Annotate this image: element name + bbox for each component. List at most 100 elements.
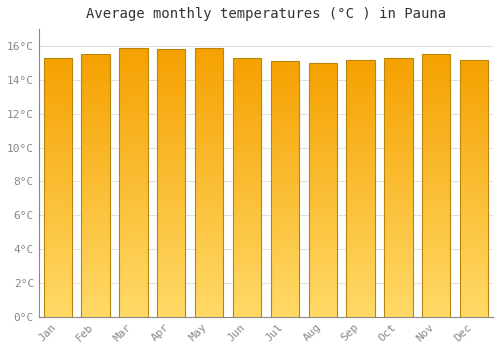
Bar: [270, 256, 299, 258]
Bar: [233, 177, 261, 180]
Bar: [157, 55, 186, 57]
Bar: [384, 112, 412, 115]
Bar: [44, 193, 72, 195]
Bar: [233, 226, 261, 229]
Bar: [233, 265, 261, 268]
Bar: [82, 112, 110, 115]
Bar: [157, 57, 186, 60]
Bar: [157, 108, 186, 111]
Bar: [195, 66, 224, 69]
Bar: [82, 230, 110, 233]
Bar: [44, 255, 72, 257]
Bar: [346, 271, 375, 273]
Bar: [44, 224, 72, 226]
Bar: [195, 102, 224, 104]
Bar: [460, 173, 488, 175]
Bar: [44, 138, 72, 141]
Bar: [308, 289, 337, 292]
Title: Average monthly temperatures (°C ) in Pauna: Average monthly temperatures (°C ) in Pa…: [86, 7, 446, 21]
Bar: [460, 250, 488, 252]
Bar: [460, 268, 488, 271]
Bar: [460, 211, 488, 214]
Bar: [384, 294, 412, 296]
Bar: [195, 91, 224, 93]
Bar: [270, 314, 299, 317]
Bar: [44, 61, 72, 63]
Bar: [308, 243, 337, 246]
Bar: [422, 68, 450, 70]
Bar: [119, 66, 148, 69]
Bar: [233, 283, 261, 286]
Bar: [346, 193, 375, 196]
Bar: [44, 76, 72, 78]
Bar: [233, 200, 261, 203]
Bar: [384, 187, 412, 190]
Bar: [270, 120, 299, 122]
Bar: [460, 186, 488, 188]
Bar: [422, 154, 450, 157]
Bar: [195, 233, 224, 236]
Bar: [270, 253, 299, 255]
Bar: [119, 185, 148, 188]
Bar: [44, 213, 72, 216]
Bar: [422, 99, 450, 102]
Bar: [233, 81, 261, 84]
Bar: [119, 309, 148, 312]
Bar: [422, 110, 450, 112]
Bar: [82, 238, 110, 241]
Bar: [384, 273, 412, 275]
Bar: [384, 265, 412, 268]
Bar: [460, 281, 488, 284]
Bar: [119, 206, 148, 209]
Bar: [460, 299, 488, 301]
Bar: [384, 133, 412, 135]
Bar: [346, 288, 375, 291]
Bar: [308, 299, 337, 302]
Bar: [82, 314, 110, 317]
Bar: [119, 172, 148, 174]
Bar: [195, 182, 224, 185]
Bar: [195, 201, 224, 204]
Bar: [82, 170, 110, 173]
Bar: [233, 128, 261, 130]
Bar: [44, 63, 72, 65]
Bar: [422, 55, 450, 317]
Bar: [308, 304, 337, 307]
Bar: [82, 262, 110, 264]
Bar: [422, 233, 450, 236]
Bar: [346, 145, 375, 147]
Bar: [346, 227, 375, 229]
Bar: [270, 94, 299, 97]
Bar: [195, 169, 224, 172]
Bar: [82, 76, 110, 78]
Bar: [82, 57, 110, 60]
Bar: [308, 86, 337, 88]
Bar: [82, 259, 110, 262]
Bar: [460, 198, 488, 201]
Bar: [460, 260, 488, 263]
Bar: [384, 314, 412, 317]
Bar: [308, 279, 337, 281]
Bar: [157, 103, 186, 106]
Bar: [384, 275, 412, 278]
Bar: [346, 255, 375, 258]
Bar: [195, 131, 224, 134]
Bar: [422, 280, 450, 283]
Bar: [119, 212, 148, 215]
Bar: [44, 99, 72, 102]
Bar: [44, 135, 72, 138]
Bar: [270, 184, 299, 187]
Bar: [422, 55, 450, 57]
Bar: [422, 102, 450, 104]
Bar: [119, 64, 148, 66]
Bar: [195, 126, 224, 128]
Bar: [233, 268, 261, 270]
Bar: [157, 121, 186, 124]
Bar: [422, 94, 450, 96]
Bar: [82, 91, 110, 94]
Bar: [157, 287, 186, 290]
Bar: [44, 286, 72, 288]
Bar: [384, 146, 412, 148]
Bar: [82, 96, 110, 99]
Bar: [346, 147, 375, 149]
